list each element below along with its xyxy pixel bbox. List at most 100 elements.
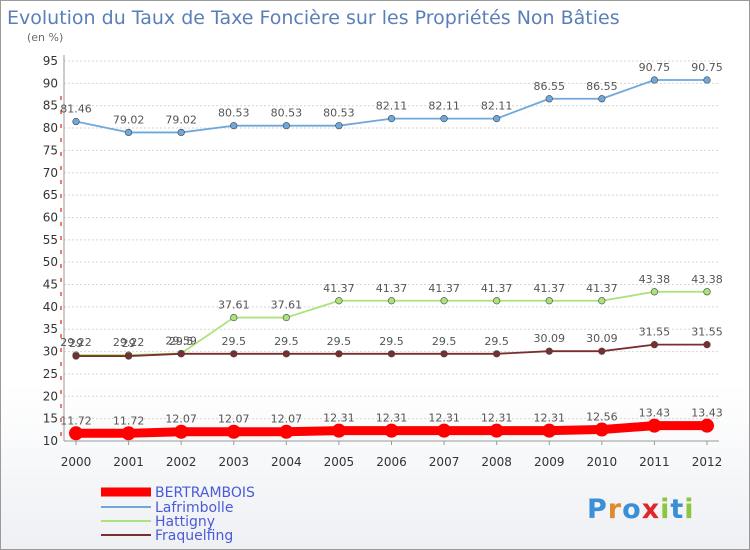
data-point bbox=[703, 341, 711, 349]
data-label: 41.37 bbox=[428, 282, 460, 295]
data-label: 13.43 bbox=[639, 407, 671, 420]
data-point bbox=[437, 423, 452, 438]
series-fraquelfing: 29 29 29.5 29.5 29.5 29.5 29.5 29.5 29.5 30.09 30.… bbox=[69, 326, 723, 360]
data-point bbox=[69, 426, 83, 441]
data-label: 90.75 bbox=[691, 61, 723, 74]
data-label: 80.53 bbox=[271, 107, 303, 120]
y-tick-label: 15 bbox=[43, 412, 58, 426]
data-label: 30.09 bbox=[534, 332, 566, 345]
series-lafrimbolle: 81.46 79.02 79.02 80.53 80.53 80.53 82.11 82.11… bbox=[60, 61, 723, 137]
data-label: 29.5 bbox=[379, 335, 404, 348]
data-point bbox=[230, 313, 238, 322]
y-tick-label: 30 bbox=[43, 345, 58, 359]
data-label: 12.31 bbox=[534, 412, 566, 425]
data-point bbox=[174, 424, 189, 439]
logo-text: Proxiti bbox=[587, 494, 695, 525]
data-label: 29.22 bbox=[113, 336, 145, 349]
x-tick-label: 2002 bbox=[166, 455, 197, 469]
legend-label: Lafrimbolle bbox=[155, 500, 233, 516]
series-group: 81.46 79.02 79.02 80.53 80.53 80.53 82.11 82.11… bbox=[60, 61, 723, 441]
data-point bbox=[124, 128, 133, 137]
y-tick-label: 50 bbox=[43, 255, 58, 269]
legend-label: Fraquelfing bbox=[155, 528, 233, 544]
data-label: 86.55 bbox=[534, 80, 566, 93]
chart-unit: (en %) bbox=[27, 31, 63, 44]
data-point bbox=[493, 297, 501, 305]
data-label: 29.5 bbox=[484, 335, 509, 348]
y-tick-label: 60 bbox=[43, 210, 58, 224]
y-tick-label: 35 bbox=[43, 322, 58, 336]
data-label: 29.5 bbox=[169, 335, 194, 348]
data-label: 37.61 bbox=[271, 299, 303, 312]
data-point bbox=[703, 76, 711, 84]
data-label: 12.31 bbox=[323, 412, 355, 425]
data-label: 29.5 bbox=[327, 335, 352, 348]
data-label: 79.02 bbox=[165, 113, 197, 126]
y-tick-label: 40 bbox=[43, 300, 58, 314]
data-label: 43.38 bbox=[691, 273, 723, 286]
x-tick-label: 2012 bbox=[692, 455, 723, 469]
data-label: 41.37 bbox=[376, 282, 408, 295]
data-label: 37.61 bbox=[218, 299, 250, 312]
data-label: 82.11 bbox=[481, 100, 513, 113]
x-tick-label: 2010 bbox=[587, 455, 618, 469]
data-point bbox=[598, 347, 606, 355]
logo-letter: x bbox=[642, 494, 660, 525]
data-point bbox=[124, 352, 133, 360]
data-label: 12.31 bbox=[376, 412, 408, 425]
data-point bbox=[545, 297, 553, 305]
data-label: 29.22 bbox=[60, 336, 92, 349]
data-point bbox=[230, 350, 238, 358]
data-point bbox=[493, 115, 501, 123]
data-label: 41.37 bbox=[534, 282, 566, 295]
logo-letter: i bbox=[684, 494, 694, 525]
axes bbox=[63, 55, 719, 442]
data-point bbox=[384, 423, 399, 438]
data-point bbox=[703, 288, 711, 296]
legend-label: Hattigny bbox=[155, 514, 215, 530]
data-label: 81.46 bbox=[60, 103, 92, 116]
x-axis-ticks: 2000 2001 2002 2003 2004 2005 2006 2007 2008 2009… bbox=[61, 441, 723, 469]
data-label: 41.37 bbox=[481, 282, 513, 295]
y-tick-label: 95 bbox=[43, 54, 58, 68]
data-point bbox=[700, 418, 714, 433]
data-label: 11.72 bbox=[113, 414, 145, 427]
data-point bbox=[545, 347, 553, 355]
data-label: 80.53 bbox=[323, 107, 355, 120]
y-tick-label: 85 bbox=[43, 99, 58, 113]
y-tick-label: 80 bbox=[43, 121, 58, 135]
data-label: 12.07 bbox=[271, 413, 303, 426]
y-tick-label: 10 bbox=[43, 434, 58, 448]
data-point bbox=[650, 76, 659, 84]
data-label: 79.02 bbox=[113, 113, 145, 126]
y-tick-label: 55 bbox=[43, 233, 58, 247]
data-point bbox=[387, 115, 396, 123]
data-point bbox=[545, 95, 553, 103]
data-point bbox=[440, 297, 448, 305]
x-tick-label: 2008 bbox=[481, 455, 512, 469]
x-tick-label: 2003 bbox=[218, 455, 249, 469]
data-label: 80.53 bbox=[218, 107, 250, 120]
data-label: 29.5 bbox=[432, 335, 457, 348]
x-tick-label: 2011 bbox=[639, 455, 670, 469]
data-label: 29.5 bbox=[274, 335, 299, 348]
logo-letter: t bbox=[670, 494, 684, 525]
x-tick-label: 2006 bbox=[376, 455, 407, 469]
data-label: 29 bbox=[122, 337, 136, 350]
legend-label: BERTRAMBOIS bbox=[155, 485, 255, 501]
legend: BERTRAMBOISLafrimbolleHattignyFraquelfin… bbox=[101, 485, 255, 544]
data-label: 90.75 bbox=[639, 61, 671, 74]
data-point bbox=[226, 424, 241, 439]
data-point bbox=[387, 297, 396, 305]
y-tick-label: 45 bbox=[43, 278, 58, 292]
data-label: 31.55 bbox=[639, 326, 671, 339]
data-point bbox=[598, 95, 606, 103]
data-point bbox=[72, 352, 80, 360]
data-point bbox=[598, 297, 606, 305]
data-label: 30.09 bbox=[586, 332, 618, 345]
logo-letter: o bbox=[622, 494, 642, 525]
x-tick-label: 2007 bbox=[429, 455, 460, 469]
x-tick-label: 2001 bbox=[113, 455, 144, 469]
y-tick-label: 65 bbox=[43, 188, 58, 202]
